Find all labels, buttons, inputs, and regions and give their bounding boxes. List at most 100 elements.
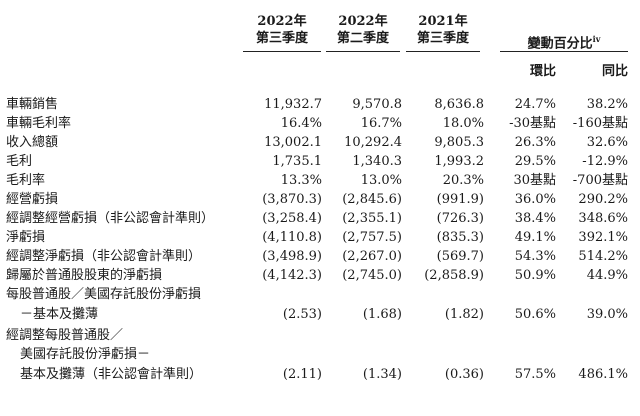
- value-2021-q3: 1,993.2: [434, 154, 484, 169]
- value-yoy: 290.2%: [578, 192, 628, 207]
- value-2022-q2: 13.0%: [360, 173, 402, 188]
- value-2021-q3: (2,858.9): [424, 268, 484, 283]
- table-row: 車輛銷售 11,932.7 9,570.8 8,636.8 24.7% 38.2%: [0, 96, 640, 114]
- value-2021-q3: (1.82): [444, 307, 484, 322]
- table-row: 收入總額 13,002.1 10,292.4 9,805.3 26.3% 32.6%: [0, 134, 640, 152]
- row-label: 美國存託股份淨虧損－: [20, 347, 151, 362]
- value-2022-q3: (3,258.4): [262, 211, 322, 226]
- value-2022-q2: 9,570.8: [352, 97, 402, 112]
- col2-quarter: 第二季度: [336, 31, 389, 46]
- row-label: 經營虧損: [6, 192, 59, 207]
- value-2022-q3: 16.4%: [280, 116, 322, 131]
- col1-header: 2022年 第三季度: [240, 13, 324, 47]
- value-2021-q3: (569.7): [436, 249, 484, 264]
- qoq-header: 環比: [529, 64, 556, 79]
- value-2021-q3: 8,636.8: [434, 97, 484, 112]
- value-yoy: 514.2%: [578, 249, 628, 264]
- col3-year: 2021年: [418, 14, 468, 29]
- table-row: 淨虧損 (4,110.8) (2,757.5) (835.3) 49.1% 392.1%: [0, 229, 640, 247]
- value-2022-q3: 13,002.1: [264, 135, 322, 150]
- value-yoy: -700基點: [572, 173, 628, 188]
- value-2021-q3: (726.3): [436, 211, 484, 226]
- value-2022-q2: (2,745.0): [342, 268, 402, 283]
- change-title: 變動百分比: [527, 36, 593, 52]
- row-label: 收入總額: [6, 135, 59, 150]
- value-yoy: 486.1%: [578, 367, 628, 382]
- value-yoy: 39.0%: [586, 307, 628, 322]
- value-2021-q3: (991.9): [436, 192, 484, 207]
- row-label: 毛利: [6, 154, 33, 169]
- table-row: 每股普通股／美國存託股份淨虧損: [0, 286, 640, 304]
- value-2022-q2: (1.34): [362, 367, 402, 382]
- table-row: 經調整每股普通股／: [0, 327, 640, 345]
- value-yoy: -160基點: [572, 116, 628, 131]
- value-2022-q2: 1,340.3: [352, 154, 402, 169]
- value-2021-q3: 20.3%: [442, 173, 484, 188]
- row-label: 歸屬於普通股股東的淨虧損: [6, 268, 163, 283]
- table-row: 經調整經營虧損（非公認會計準則） (3,258.4) (2,355.1) (726.3…: [0, 210, 640, 228]
- value-2022-q2: (2,355.1): [342, 211, 402, 226]
- value-qoq: 49.1%: [514, 230, 556, 245]
- row-label: 經調整淨虧損（非公認會計準則）: [6, 249, 202, 264]
- table-row: 基本及攤薄（非公認會計準則） (2.11) (1.34) (0.36) 57.5% 486…: [0, 366, 640, 384]
- value-qoq: 30基點: [513, 173, 556, 188]
- col3-rule: [406, 51, 480, 52]
- value-2022-q2: (2,267.0): [342, 249, 402, 264]
- value-qoq: 24.7%: [514, 97, 556, 112]
- value-qoq: 36.0%: [514, 192, 556, 207]
- row-label: 基本及攤薄（非公認會計準則）: [20, 367, 203, 382]
- change-rule: [500, 51, 628, 52]
- table-row: －基本及攤薄 (2.53) (1.68) (1.82) 50.6% 39.0%: [0, 306, 640, 324]
- value-2022-q2: (2,757.5): [342, 230, 402, 245]
- value-yoy: 348.6%: [578, 211, 628, 226]
- value-qoq: 50.9%: [514, 268, 556, 283]
- value-qoq: 38.4%: [514, 211, 556, 226]
- yoy-header: 同比: [601, 64, 628, 79]
- row-label: －基本及攤薄: [20, 307, 99, 322]
- value-qoq: 26.3%: [514, 135, 556, 150]
- value-2022-q3: (4,142.3): [262, 268, 322, 283]
- table-row: 毛利率 13.3% 13.0% 20.3% 30基點 -700基點: [0, 172, 640, 190]
- value-2021-q3: (0.36): [444, 367, 484, 382]
- value-2022-q3: (3,498.9): [262, 249, 322, 264]
- value-2022-q3: (2.53): [282, 307, 322, 322]
- value-2022-q3: 13.3%: [280, 173, 322, 188]
- col2-rule: [326, 51, 400, 52]
- value-2021-q3: 18.0%: [442, 116, 484, 131]
- value-qoq: -30基點: [509, 116, 556, 131]
- value-2022-q3: (2.11): [282, 367, 322, 382]
- table-row: 經調整淨虧損（非公認會計準則） (3,498.9) (2,267.0) (569.7)…: [0, 248, 640, 266]
- row-label: 車輛銷售: [6, 97, 59, 112]
- col3-quarter: 第三季度: [416, 31, 469, 46]
- col3-header: 2021年 第三季度: [402, 13, 484, 47]
- value-2022-q2: 10,292.4: [344, 135, 402, 150]
- row-label: 淨虧損: [6, 230, 46, 245]
- col1-quarter: 第三季度: [255, 31, 308, 46]
- value-yoy: 38.2%: [586, 97, 628, 112]
- value-2022-q3: 1,735.1: [272, 154, 322, 169]
- value-yoy: 392.1%: [578, 230, 628, 245]
- table-row: 毛利 1,735.1 1,340.3 1,993.2 29.5% -12.9%: [0, 153, 640, 171]
- col2-year: 2022年: [338, 14, 388, 29]
- col1-rule: [243, 51, 321, 52]
- row-label: 車輛毛利率: [6, 116, 72, 131]
- change-header: 變動百分比iv: [494, 31, 634, 52]
- col2-header: 2022年 第二季度: [322, 13, 404, 47]
- value-2022-q3: 11,932.7: [264, 97, 322, 112]
- row-label: 經調整每股普通股／: [6, 328, 124, 343]
- value-qoq: 29.5%: [514, 154, 556, 169]
- table-row: 車輛毛利率 16.4% 16.7% 18.0% -30基點 -160基點: [0, 115, 640, 133]
- value-qoq: 57.5%: [514, 367, 556, 382]
- value-2022-q3: (4,110.8): [262, 230, 322, 245]
- value-2021-q3: 9,805.3: [434, 135, 484, 150]
- row-label: 經調整經營虧損（非公認會計準則）: [6, 211, 215, 226]
- row-label: 毛利率: [6, 173, 46, 188]
- value-qoq: 54.3%: [514, 249, 556, 264]
- table-row: 美國存託股份淨虧損－: [0, 346, 640, 364]
- value-2022-q2: (2,845.6): [342, 192, 402, 207]
- row-label: 每股普通股／美國存託股份淨虧損: [6, 287, 202, 302]
- table-row: 經營虧損 (3,870.3) (2,845.6) (991.9) 36.0% 290.2%: [0, 191, 640, 209]
- value-2022-q2: 16.7%: [360, 116, 402, 131]
- value-qoq: 50.6%: [514, 307, 556, 322]
- value-2021-q3: (835.3): [436, 230, 484, 245]
